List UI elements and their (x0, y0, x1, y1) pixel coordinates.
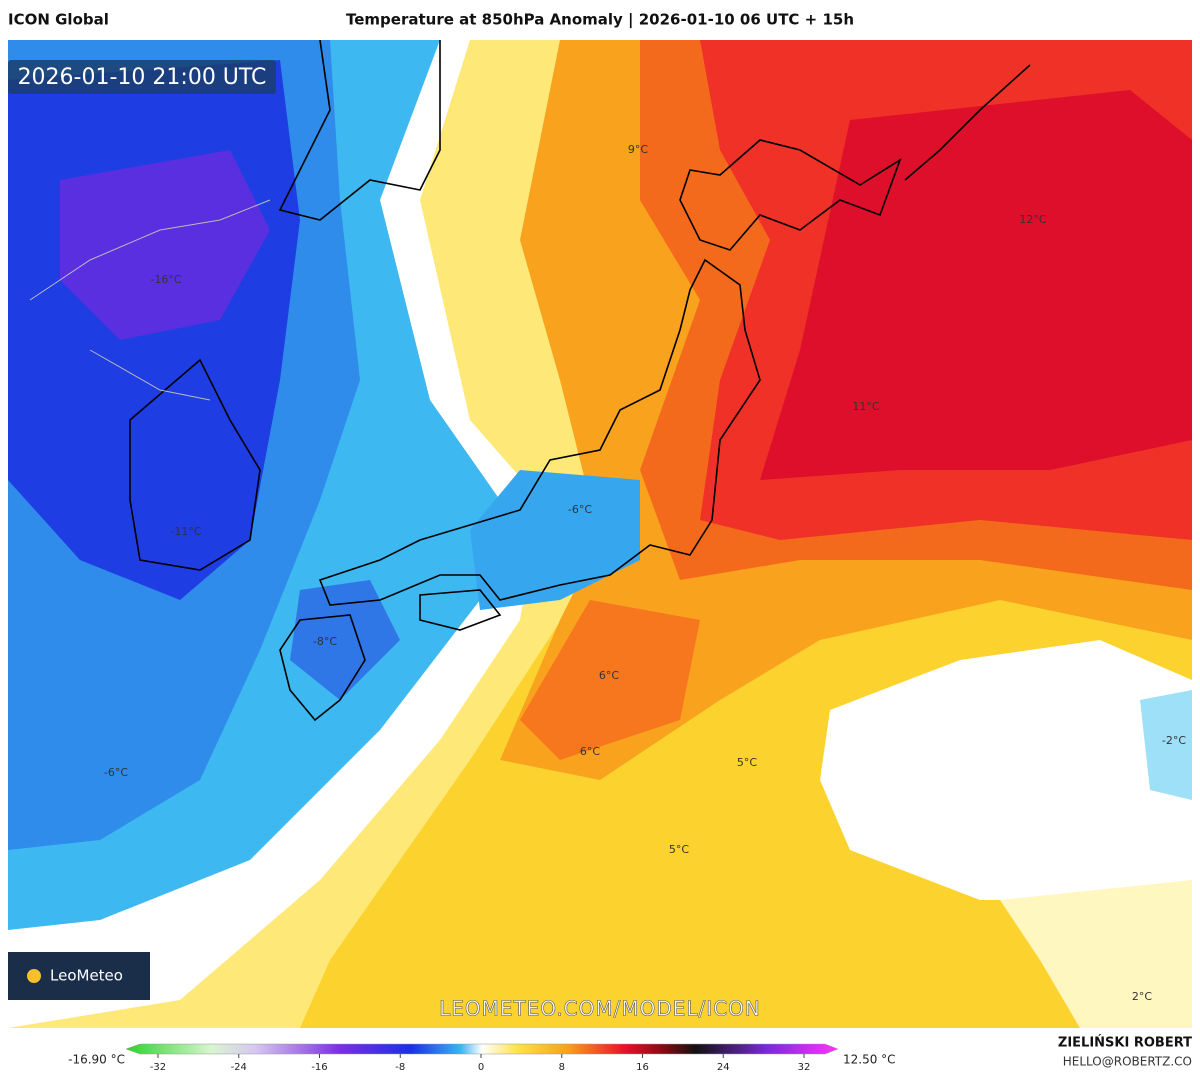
colorbar: -16.90 °C 12.50 °C -32 -24 -16 -8 0 8 16 24 32 (68, 1043, 896, 1073)
map-label: 11°C (852, 400, 879, 413)
map-overlay: 2026-01-10 21:00 UTC LeoMeteo LEOMETEO.C… (8, 60, 1186, 1021)
colorbar-tick-label: 24 (717, 1062, 730, 1073)
map-label: 5°C (669, 843, 689, 856)
logo-sun (27, 969, 41, 983)
source: ICON Global (8, 11, 109, 29)
colorbar-tick-label: -32 (150, 1062, 166, 1073)
author: ZIELIŃSKI ROBERT (1058, 1035, 1192, 1051)
email: HELLO@ROBERTZ.CO (1063, 1055, 1192, 1069)
map-label: -16°C (150, 273, 181, 286)
map-label: 2°C (1132, 990, 1152, 1003)
colorbar-tick-label: 16 (636, 1062, 649, 1073)
colorbar-tick-label: -8 (395, 1062, 405, 1073)
colorbar-tick-label: 0 (478, 1062, 484, 1073)
logo: LeoMeteo (50, 967, 123, 985)
watermark: LEOMETEO.COM/MODEL/ICON (439, 997, 761, 1021)
map-label: -6°C (104, 766, 128, 779)
colorbar-tick-label: 8 (559, 1062, 565, 1073)
map-label: 12°C (1019, 213, 1046, 226)
map-label: 6°C (599, 669, 619, 682)
colorbar-tick-label: 32 (798, 1062, 811, 1073)
colorbar-max: 12.50 °C (843, 1053, 896, 1067)
map (8, 40, 1192, 1028)
colorbar-ramp (125, 1043, 839, 1055)
map-label: 5°C (737, 756, 757, 769)
colorbar-tick-label: -24 (231, 1062, 247, 1073)
title: Temperature at 850hPa Anomaly | 2026-01-… (346, 11, 854, 30)
colorbar-tick-label: -16 (311, 1062, 327, 1073)
map-label: 9°C (628, 143, 648, 156)
map-label: -6°C (568, 503, 592, 516)
map-label: -8°C (313, 635, 337, 648)
timestamp: 2026-01-10 21:00 UTC (18, 65, 267, 90)
map-label: -2°C (1162, 734, 1186, 747)
timestamp-box (8, 60, 276, 94)
colorbar-min: -16.90 °C (68, 1053, 125, 1067)
map-label: 6°C (580, 745, 600, 758)
map-label: -11°C (170, 525, 201, 538)
